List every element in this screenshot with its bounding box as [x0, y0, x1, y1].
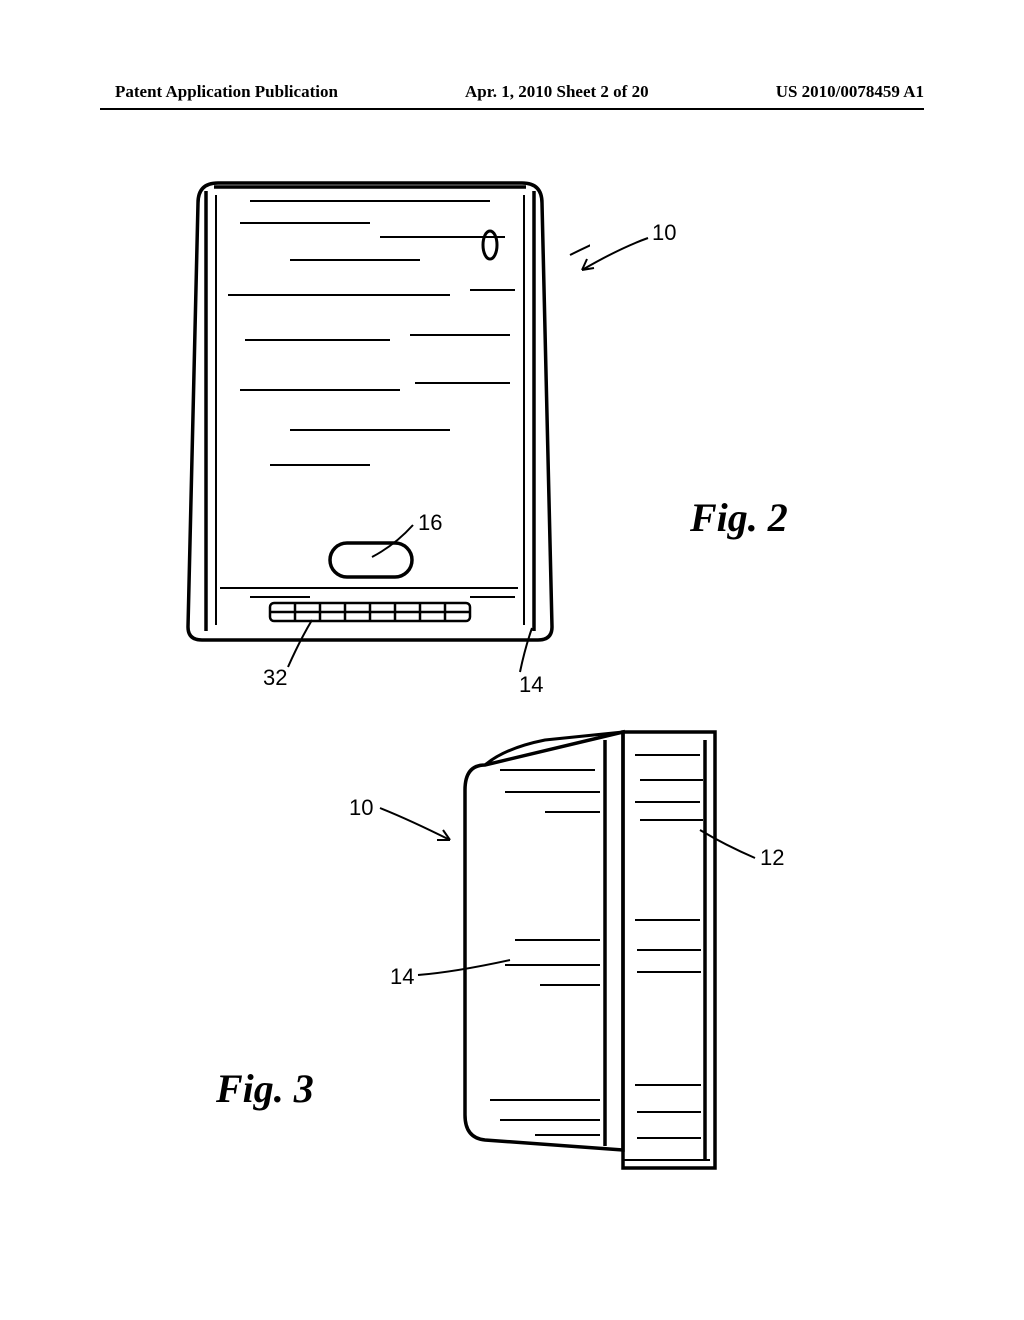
ref-14-fig3: 14 [390, 964, 414, 990]
figure-3-leaders [0, 0, 1024, 1320]
ref-12: 12 [760, 845, 784, 871]
figure-3-label: Fig. 3 [216, 1065, 314, 1112]
ref-10-fig3: 10 [349, 795, 373, 821]
